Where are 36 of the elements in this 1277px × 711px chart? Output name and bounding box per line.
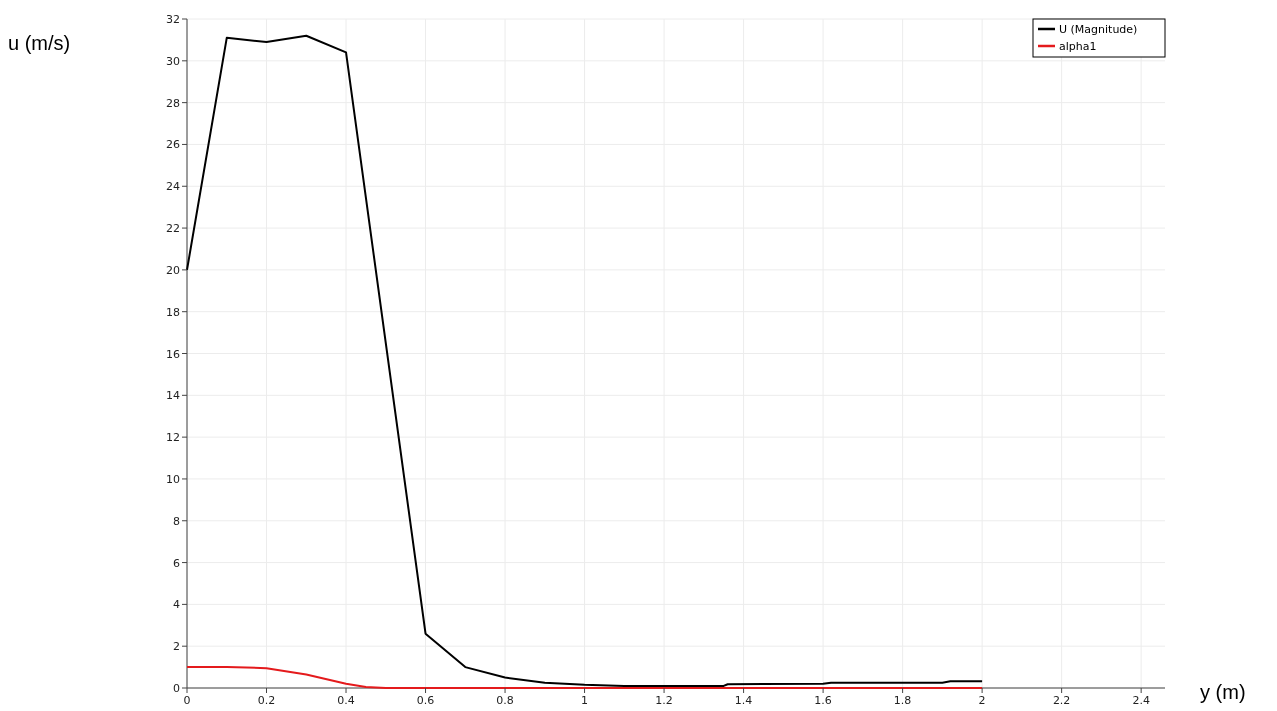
x-tick-label: 2.4 — [1132, 694, 1150, 707]
x-tick-label: 1.8 — [893, 694, 912, 707]
x-tick-label: 0.8 — [496, 694, 514, 707]
y-tick-label: 28 — [166, 96, 180, 110]
legend-label: U (Magnitude) — [1059, 23, 1138, 36]
y-tick-label: 26 — [166, 138, 180, 152]
x-tick-label: 1.2 — [655, 694, 673, 707]
x-tick-label: 1.4 — [734, 694, 753, 707]
y-tick-label: 20 — [166, 263, 180, 277]
x-tick-label: 0.2 — [257, 694, 276, 707]
y-tick-label: 30 — [166, 54, 180, 68]
line-series — [186, 666, 984, 689]
y-tick-label: 32 — [166, 13, 180, 26]
y-tick-label: 6 — [173, 556, 180, 570]
y-tick-label: 0 — [173, 682, 180, 695]
y-tick-label: 12 — [166, 431, 180, 445]
x-tick-label: 2 — [978, 694, 986, 707]
y-axis-title: u (m/s) — [8, 32, 71, 54]
line-series — [186, 34, 984, 687]
y-tick-label: 8 — [173, 514, 180, 528]
y-tick-label: 14 — [166, 389, 180, 403]
x-tick-label: 2.2 — [1052, 694, 1071, 707]
y-tick-label: 16 — [166, 347, 180, 361]
y-tick-label: 10 — [166, 472, 180, 486]
x-tick-label: 0.4 — [337, 694, 355, 707]
x-tick-label: 1 — [581, 694, 589, 707]
x-tick-label: 1.6 — [814, 694, 832, 707]
y-tick-label: 22 — [166, 222, 180, 236]
y-tick-label: 24 — [166, 180, 180, 194]
y-tick-label: 2 — [173, 640, 180, 654]
x-tick-label: 0 — [183, 694, 191, 707]
y-tick-label: 4 — [173, 598, 180, 612]
x-axis-title: y (m) — [1200, 681, 1246, 703]
legend-label: alpha1 — [1059, 40, 1097, 53]
x-tick-label: 0.6 — [416, 694, 435, 707]
y-tick-label: 18 — [166, 305, 180, 319]
